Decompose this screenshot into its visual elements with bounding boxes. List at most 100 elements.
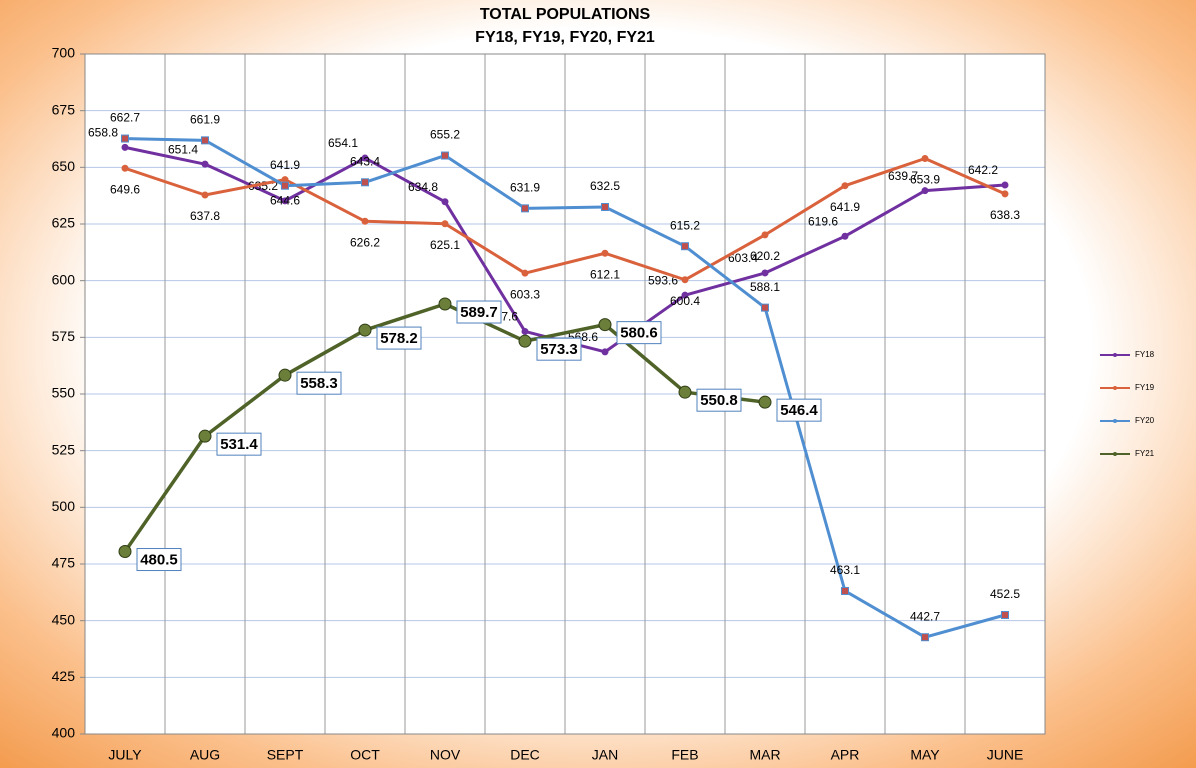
marker — [278, 368, 292, 382]
marker — [921, 633, 929, 642]
marker — [521, 269, 529, 277]
x-tick-label: OCT — [350, 747, 380, 763]
data-label: 452.5 — [990, 587, 1020, 601]
data-label: 619.6 — [808, 214, 838, 228]
marker — [121, 134, 129, 143]
data-label: 615.2 — [670, 218, 700, 232]
data-label: 463.1 — [830, 563, 860, 577]
plot-border — [84, 53, 1046, 735]
label-box — [216, 432, 262, 456]
data-label: 620.2 — [750, 249, 780, 263]
y-tick-label: 475 — [52, 555, 76, 571]
marker — [358, 323, 372, 337]
data-label: 658.8 — [88, 126, 118, 140]
data-label: 654.1 — [328, 136, 358, 150]
marker — [841, 232, 849, 240]
data-label: 649.6 — [110, 182, 140, 196]
x-tick-label: NOV — [430, 747, 461, 763]
marker — [761, 231, 769, 239]
data-label: 638.3 — [990, 208, 1020, 222]
data-label: 589.7 — [460, 304, 498, 321]
y-tick-label: 650 — [52, 158, 76, 174]
marker — [678, 385, 692, 399]
y-tick-label: 525 — [52, 441, 76, 457]
data-label: 641.9 — [830, 200, 860, 214]
marker — [758, 395, 772, 409]
data-label: 634.8 — [408, 180, 438, 194]
marker — [361, 217, 369, 225]
label-box — [296, 371, 342, 395]
marker — [921, 154, 929, 162]
y-tick-label: 425 — [52, 668, 76, 684]
data-label: 626.2 — [350, 235, 380, 249]
legend-marker — [1113, 419, 1117, 423]
legend-marker — [1113, 353, 1117, 357]
label-box — [136, 548, 182, 572]
data-label: 593.6 — [648, 273, 678, 287]
marker — [121, 164, 129, 172]
legend-marker — [1113, 386, 1117, 390]
marker — [441, 220, 449, 228]
x-tick-label: JULY — [108, 747, 142, 763]
y-tick-label: 625 — [52, 215, 76, 231]
data-label: 600.4 — [670, 294, 700, 308]
marker — [441, 151, 449, 160]
data-label: 637.8 — [190, 209, 220, 223]
marker — [521, 327, 529, 335]
y-tick-label: 600 — [52, 271, 76, 287]
marker — [201, 160, 209, 168]
marker — [361, 178, 369, 187]
marker — [518, 334, 532, 348]
data-label: 625.1 — [430, 238, 460, 252]
chart-subtitle: FY18, FY19, FY20, FY21 — [475, 29, 655, 46]
marker — [681, 276, 689, 284]
marker — [1001, 181, 1009, 189]
data-label: 612.1 — [590, 267, 620, 281]
data-label: 661.9 — [190, 113, 220, 127]
x-tick-label: MAY — [910, 747, 940, 763]
x-tick-label: JAN — [592, 747, 618, 763]
marker — [761, 269, 769, 277]
x-tick-label: APR — [831, 747, 860, 763]
data-label: 580.6 — [620, 325, 658, 342]
marker — [681, 242, 689, 251]
data-label: 588.1 — [750, 280, 780, 294]
marker — [441, 198, 449, 206]
y-tick-label: 450 — [52, 611, 76, 627]
marker — [121, 143, 129, 151]
data-label: 653.9 — [910, 173, 940, 187]
x-tick-label: JUNE — [987, 747, 1024, 763]
marker — [761, 303, 769, 312]
marker — [598, 318, 612, 332]
marker — [281, 181, 289, 190]
data-label: 550.8 — [700, 392, 738, 409]
label-box — [776, 398, 822, 422]
series-line — [124, 137, 1006, 639]
y-tick-label: 550 — [52, 385, 76, 401]
data-label: 662.7 — [110, 111, 140, 125]
marker — [521, 204, 529, 213]
x-tick-label: AUG — [190, 747, 220, 763]
legend-label: FY20 — [1135, 416, 1155, 425]
marker — [841, 586, 849, 595]
x-tick-label: SEPT — [267, 747, 304, 763]
series-line — [124, 156, 1006, 282]
marker — [201, 136, 209, 145]
data-label: 531.4 — [220, 436, 258, 453]
label-box — [536, 337, 582, 361]
data-label: 480.5 — [140, 552, 178, 569]
y-tick-label: 700 — [52, 45, 76, 61]
data-label: 651.4 — [168, 142, 198, 156]
data-label: 643.4 — [350, 154, 380, 168]
data-label: 603.3 — [510, 287, 540, 301]
data-label: 442.7 — [910, 609, 940, 623]
marker — [118, 545, 132, 559]
data-label: 558.3 — [300, 375, 338, 392]
data-label: 603.4 — [728, 251, 758, 265]
data-label: 655.2 — [430, 128, 460, 142]
legend-label: FY19 — [1135, 383, 1155, 392]
x-tick-label: DEC — [510, 747, 540, 763]
marker — [601, 203, 609, 211]
data-label: 546.4 — [780, 402, 818, 419]
